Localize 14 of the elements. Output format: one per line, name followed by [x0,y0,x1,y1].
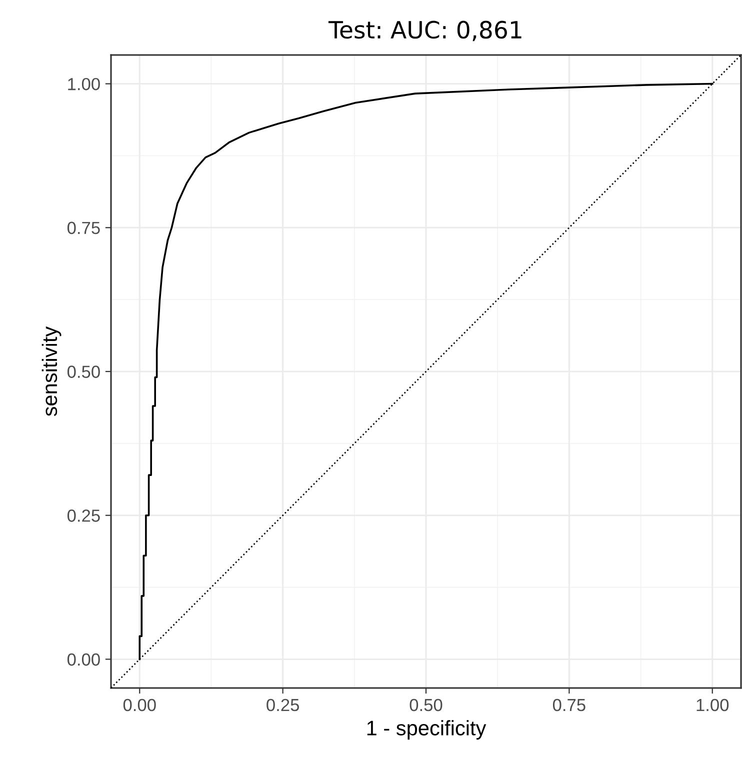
y-tick-label: 0.00 [67,653,100,666]
line-series [138,82,714,660]
x-tick-label: 0.25 [266,698,299,712]
x-tick-label: 1.00 [696,698,729,712]
x-axis-title: 1 - specificity [367,720,486,740]
y-tick-label: 1.00 [68,78,100,90]
y-tick-label: 0.75 [67,222,100,234]
x-tick-label: 0.75 [552,698,586,712]
x-tick-label: 0.50 [410,698,442,712]
y-tick-label: 0.50 [67,366,100,378]
x-tick-label: 0.00 [123,698,156,712]
chart-title: Test: AUC: 0,861 [328,20,522,42]
y-axis-title: sensitivity [42,326,62,416]
y-tick-label: 0.25 [67,510,100,522]
